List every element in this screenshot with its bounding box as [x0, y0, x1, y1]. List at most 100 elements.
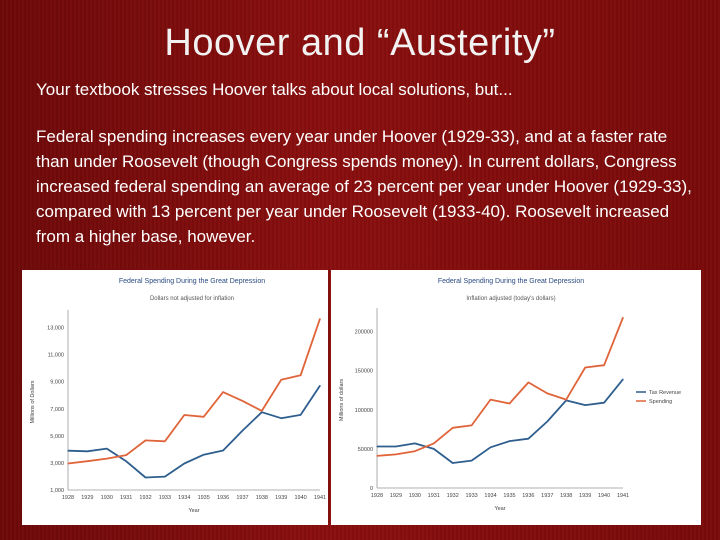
- y-tick-label: 9,000: [50, 380, 64, 386]
- data-point: [203, 416, 205, 418]
- x-tick-label: 1932: [139, 495, 151, 501]
- data-point: [452, 462, 454, 464]
- data-point: [527, 381, 529, 383]
- data-point: [86, 450, 88, 452]
- legend-label: Tax Revenue: [649, 390, 681, 396]
- chart-panel-nominal: Federal Spending During the Great Depres…: [22, 270, 328, 525]
- data-point: [300, 414, 302, 416]
- data-point: [508, 402, 511, 405]
- data-point: [183, 414, 185, 416]
- data-point: [280, 417, 282, 419]
- y-tick-label: 150000: [355, 369, 373, 375]
- x-tick-label: 1931: [120, 495, 132, 501]
- x-tick-label: 1939: [275, 495, 287, 501]
- series-line-tax-revenue: [67, 385, 321, 479]
- data-point: [471, 424, 473, 427]
- y-tick-label: 5,000: [50, 434, 64, 440]
- data-point: [489, 446, 492, 448]
- y-axis-label: Millions of Dollars: [30, 380, 36, 423]
- data-point: [67, 450, 69, 452]
- data-point: [164, 475, 166, 478]
- x-tick-label: 1936: [522, 493, 534, 499]
- series-line-tax-revenue: [377, 378, 624, 464]
- x-tick-label: 1933: [465, 493, 477, 499]
- data-point: [164, 440, 166, 442]
- x-tick-label: 1928: [371, 493, 383, 499]
- data-point: [319, 385, 321, 387]
- slide-body-text: Federal spending increases every year un…: [36, 127, 692, 246]
- data-point: [376, 445, 378, 448]
- y-axis-label: Millions of dollars: [339, 379, 345, 421]
- x-axis-label: Year: [188, 508, 199, 514]
- x-tick-label: 1930: [409, 493, 421, 499]
- y-tick-label: 1,000: [50, 488, 64, 494]
- x-tick-label: 1929: [81, 495, 93, 501]
- x-tick-label: 1934: [178, 495, 190, 501]
- x-tick-label: 1931: [428, 493, 440, 499]
- x-tick-label: 1932: [447, 493, 459, 499]
- data-point: [584, 404, 586, 406]
- x-tick-label: 1929: [390, 493, 402, 499]
- x-axis-label: Year: [494, 506, 505, 512]
- data-point: [106, 457, 108, 460]
- data-point: [106, 447, 108, 450]
- data-point: [433, 442, 435, 445]
- data-point: [319, 318, 321, 320]
- data-point: [414, 450, 416, 452]
- data-point: [452, 427, 454, 429]
- x-tick-label: 1938: [256, 495, 268, 501]
- y-tick-label: 3,000: [50, 461, 64, 467]
- data-point: [565, 399, 567, 401]
- data-point: [376, 455, 378, 457]
- chart-title: Federal Spending During the Great Depres…: [438, 278, 584, 285]
- data-point: [395, 445, 397, 448]
- data-point: [144, 439, 147, 442]
- data-point: [471, 460, 473, 462]
- data-point: [125, 454, 127, 456]
- data-point: [222, 391, 224, 393]
- chart-inflation-adjusted-spending: Federal Spending During the Great Depres…: [339, 278, 681, 512]
- data-point: [622, 316, 624, 319]
- series-line-spending: [67, 318, 321, 465]
- data-point: [527, 438, 529, 440]
- series-line-spending: [376, 317, 624, 457]
- data-point: [622, 378, 624, 380]
- data-point: [546, 420, 548, 423]
- data-point: [241, 400, 244, 402]
- data-point: [67, 462, 69, 465]
- data-point: [546, 392, 548, 394]
- data-point: [603, 364, 605, 366]
- chart-subtitle: Inflation adjusted (today's dollars): [466, 296, 555, 302]
- x-tick-label: 1935: [503, 493, 515, 499]
- slide-subtitle: Your textbook stresses Hoover talks abou…: [36, 80, 513, 99]
- x-tick-label: 1937: [236, 495, 248, 501]
- data-point: [433, 448, 435, 450]
- data-point: [144, 476, 147, 479]
- data-point: [489, 399, 492, 401]
- y-tick-label: 7,000: [50, 407, 64, 413]
- x-tick-label: 1930: [101, 495, 113, 501]
- x-tick-label: 1941: [617, 493, 629, 499]
- y-tick-label: 0: [370, 486, 373, 492]
- x-tick-label: 1933: [159, 495, 171, 501]
- y-tick-label: 50000: [358, 447, 373, 453]
- x-tick-label: 1940: [294, 495, 306, 501]
- data-point: [203, 454, 205, 456]
- data-point: [508, 440, 511, 442]
- legend-label: Spending: [649, 399, 672, 405]
- y-tick-label: 13,000: [47, 326, 64, 332]
- x-tick-label: 1937: [541, 493, 553, 499]
- chart-panel-inflation-adjusted: Federal Spending During the Great Depres…: [331, 270, 701, 525]
- slide-title: Hoover and “Austerity”: [164, 22, 556, 64]
- data-point: [300, 374, 302, 376]
- chart-nominal-spending: Federal Spending During the Great Depres…: [30, 278, 326, 514]
- data-point: [241, 429, 244, 432]
- y-tick-label: 100000: [355, 408, 373, 414]
- chart-subtitle: Dollars not adjusted for inflation: [150, 296, 234, 302]
- x-tick-label: 1936: [217, 495, 229, 501]
- x-tick-label: 1935: [198, 495, 210, 501]
- data-point: [584, 366, 586, 369]
- data-point: [414, 442, 416, 445]
- data-point: [125, 460, 127, 462]
- data-point: [86, 460, 88, 462]
